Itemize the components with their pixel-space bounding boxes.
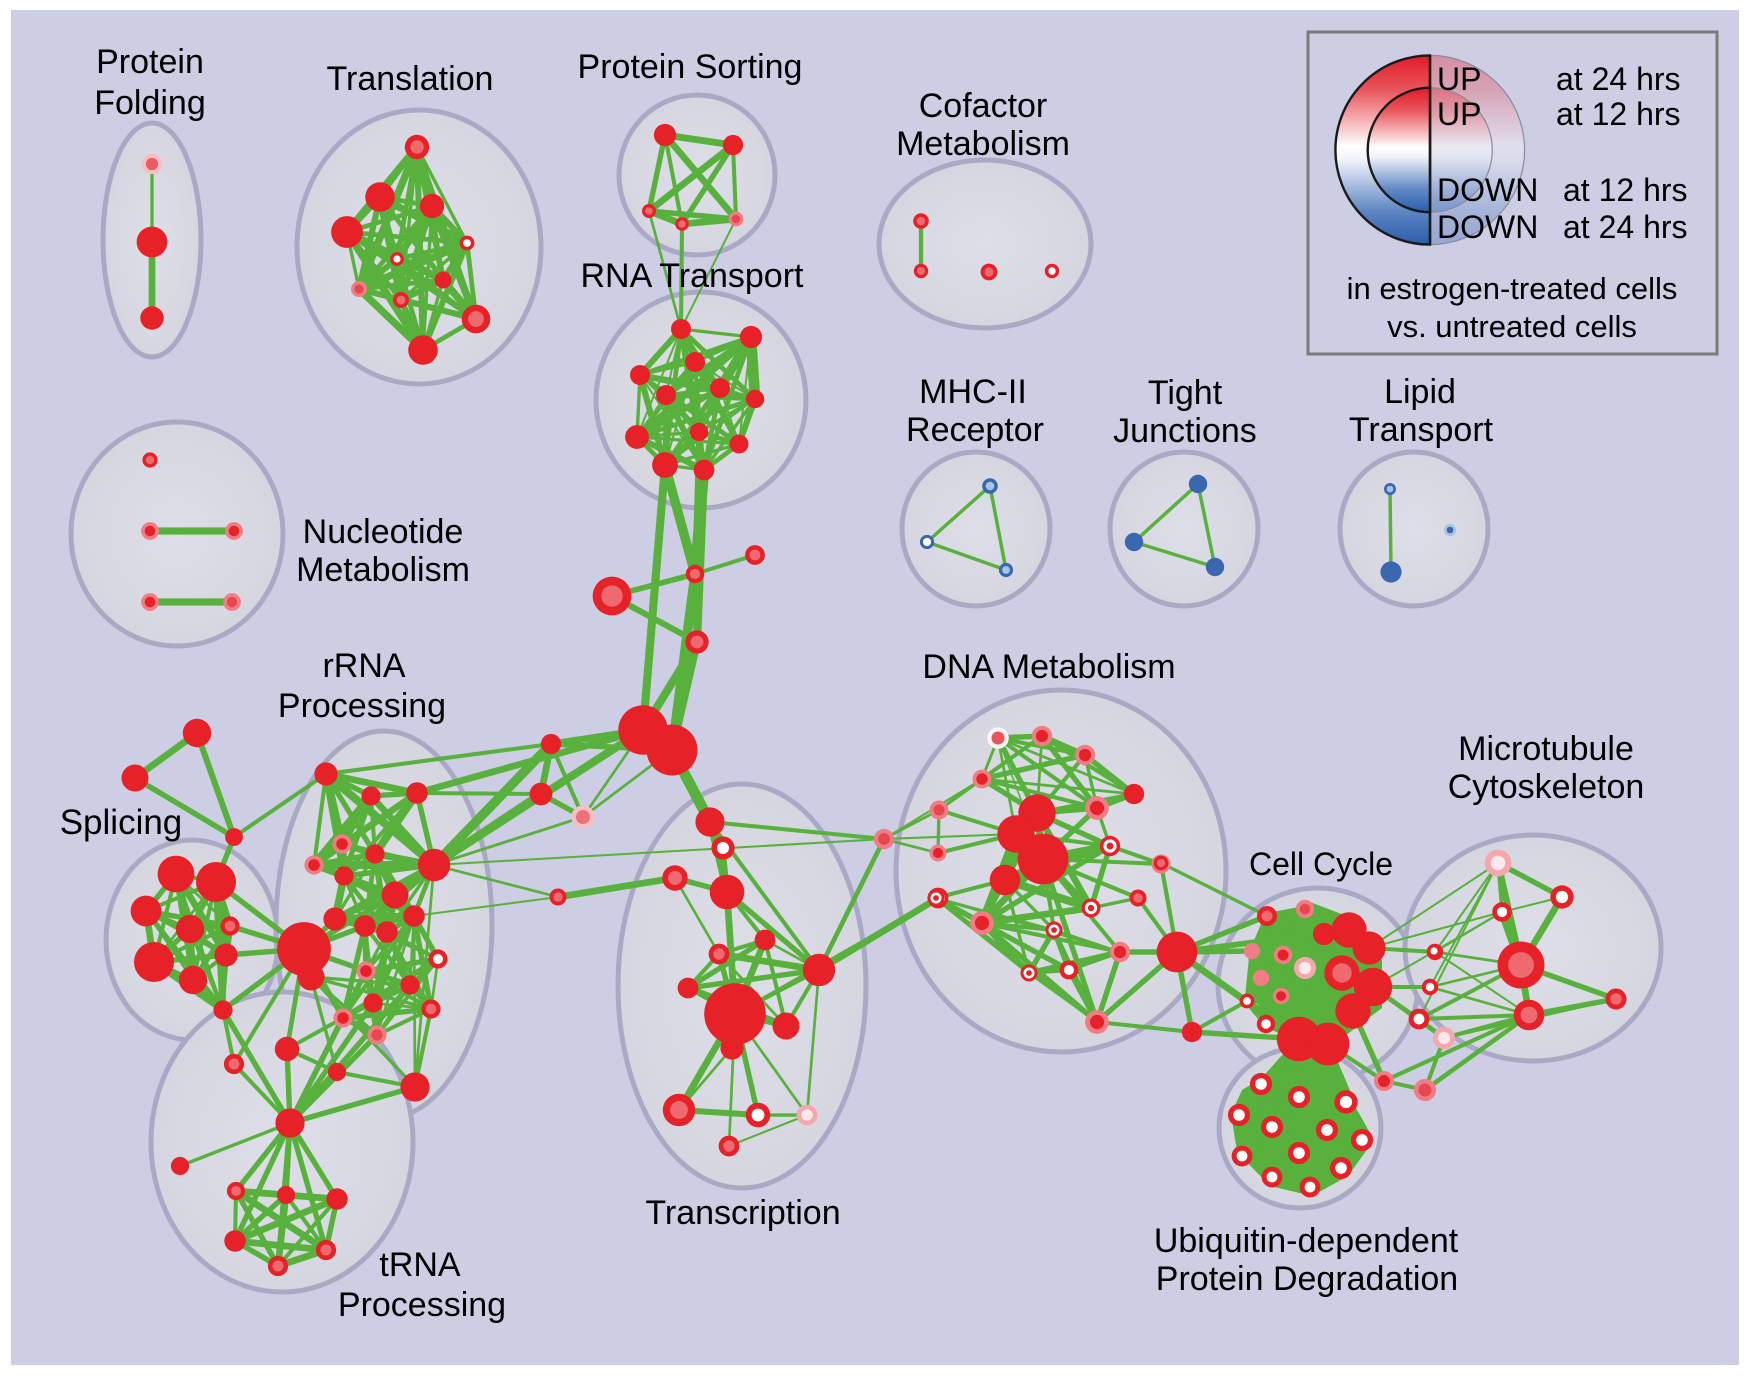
svg-text:tRNA: tRNA <box>379 1246 461 1284</box>
svg-text:DOWN: DOWN <box>1437 172 1538 208</box>
svg-text:Protein Sorting: Protein Sorting <box>578 48 803 86</box>
svg-text:Microtubule: Microtubule <box>1458 730 1634 768</box>
svg-text:Ubiquitin-dependent: Ubiquitin-dependent <box>1154 1222 1459 1260</box>
svg-text:rRNA: rRNA <box>322 647 405 685</box>
svg-text:Splicing: Splicing <box>60 803 183 842</box>
svg-text:Junctions: Junctions <box>1113 412 1257 450</box>
svg-text:MHC-II: MHC-II <box>919 373 1027 411</box>
svg-text:Cell Cycle: Cell Cycle <box>1249 846 1393 882</box>
svg-text:Nucleotide: Nucleotide <box>303 513 464 551</box>
svg-text:Translation: Translation <box>327 60 494 98</box>
svg-text:Protein: Protein <box>96 43 204 81</box>
svg-text:Tight: Tight <box>1148 374 1223 412</box>
svg-text:Cofactor: Cofactor <box>919 87 1048 125</box>
svg-text:Transcription: Transcription <box>645 1194 840 1232</box>
svg-text:Transport: Transport <box>1349 411 1494 449</box>
svg-text:Cytoskeleton: Cytoskeleton <box>1448 768 1645 806</box>
svg-text:Receptor: Receptor <box>906 411 1044 449</box>
svg-text:at 12 hrs: at 12 hrs <box>1563 172 1688 208</box>
svg-text:in estrogen-treated cells: in estrogen-treated cells <box>1347 271 1678 306</box>
svg-text:DNA Metabolism: DNA Metabolism <box>922 648 1175 686</box>
svg-text:vs. untreated cells: vs. untreated cells <box>1387 309 1637 344</box>
svg-text:Lipid: Lipid <box>1384 373 1456 411</box>
svg-text:at 24 hrs: at 24 hrs <box>1556 61 1681 97</box>
svg-text:RNA Transport: RNA Transport <box>581 257 805 295</box>
svg-text:UP: UP <box>1437 61 1481 97</box>
svg-text:at 12 hrs: at 12 hrs <box>1556 96 1681 132</box>
svg-text:Processing: Processing <box>338 1286 506 1324</box>
svg-text:Folding: Folding <box>94 84 206 122</box>
svg-text:at 24 hrs: at 24 hrs <box>1563 209 1688 245</box>
svg-text:Protein Degradation: Protein Degradation <box>1156 1260 1458 1298</box>
svg-text:DOWN: DOWN <box>1437 209 1538 245</box>
svg-text:Processing: Processing <box>278 687 446 725</box>
svg-text:Metabolism: Metabolism <box>296 551 470 589</box>
svg-text:Metabolism: Metabolism <box>896 125 1070 163</box>
svg-text:UP: UP <box>1437 96 1481 132</box>
